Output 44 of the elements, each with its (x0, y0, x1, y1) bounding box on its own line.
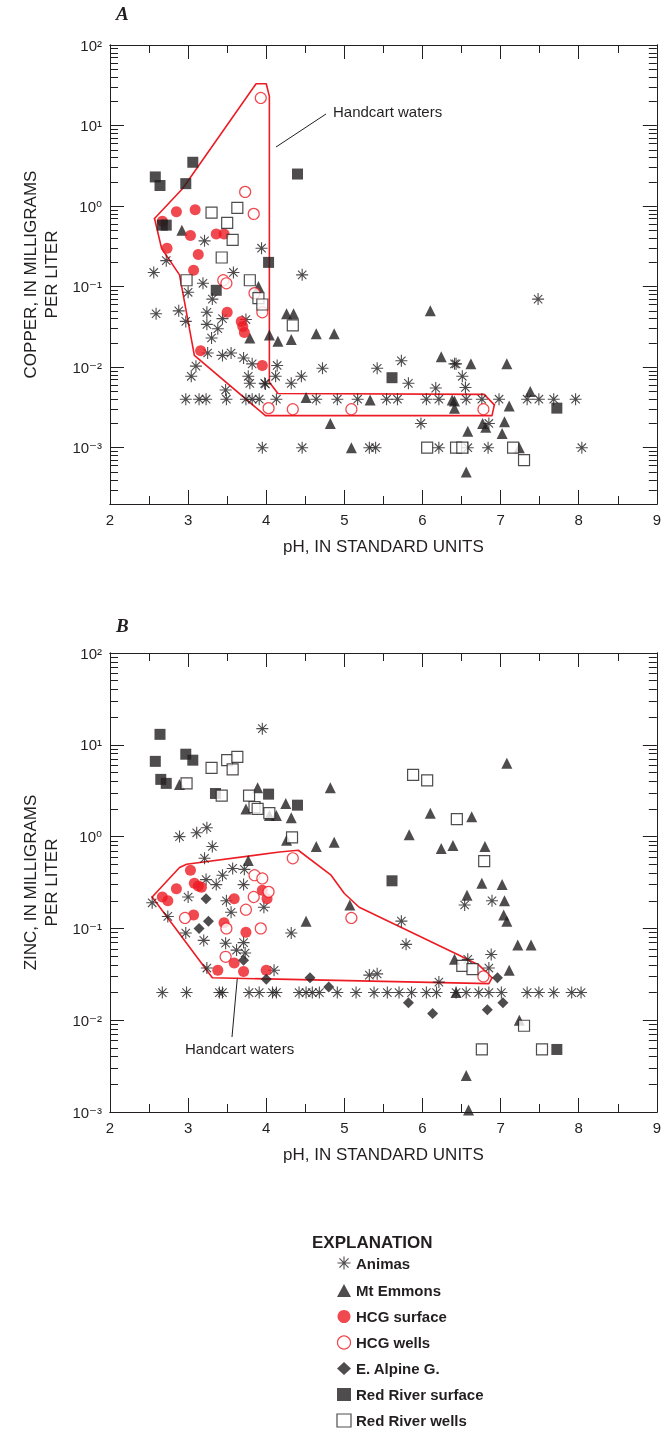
annotation: Handcart waters (185, 1040, 295, 1057)
x-tick-label: 7 (496, 1119, 505, 1136)
legend-label: E. Alpine G. (356, 1360, 440, 1377)
legend-label: Mt Emmons (356, 1282, 442, 1299)
annotation: Handcart waters (333, 103, 443, 120)
x-tick-label: 7 (496, 511, 505, 528)
x-tick-label: 5 (340, 511, 349, 528)
chart-title: A (115, 3, 129, 24)
x-axis-title: pH, IN STANDARD UNITS (282, 1145, 484, 1164)
y-tick-label: 10⁰ (79, 197, 102, 215)
y-tick-label: 10⁻³ (72, 1103, 102, 1121)
y-tick-label: 10⁻¹ (72, 919, 102, 937)
legend-label: HCG wells (356, 1334, 431, 1351)
legend-label: Red River surface (356, 1386, 484, 1403)
legend-label: Animas (356, 1254, 411, 1272)
x-tick-label: 3 (183, 1119, 193, 1136)
x-tick-label: 3 (183, 511, 193, 528)
y-tick-label: 10¹ (80, 117, 102, 135)
legend-title: EXPLANATION (312, 1233, 433, 1252)
x-tick-label: 2 (105, 1119, 115, 1136)
x-tick-label: 9 (652, 1119, 661, 1136)
y-tick-label: 10⁻² (72, 1011, 102, 1029)
y-tick-label: 10⁻³ (72, 439, 102, 457)
y-tick-label: 10² (80, 36, 102, 54)
y-tick-label: 10¹ (80, 736, 102, 754)
x-tick-label: 5 (340, 1119, 349, 1136)
x-tick-label: 4 (262, 1119, 271, 1136)
x-axis-title: pH, IN STANDARD UNITS (282, 537, 484, 556)
y-tick-label: 10⁰ (79, 828, 102, 846)
y-tick-label: 10⁻² (72, 358, 102, 376)
y-tick-label: 10² (80, 644, 102, 662)
y-axis-title: ZINC, IN MILLIGRAMS PER LITER (20, 794, 61, 971)
y-tick-label: 10⁻¹ (72, 278, 102, 296)
x-tick-label: 6 (418, 511, 427, 528)
y-axis-title: COPPER, IN MILLIGRAMS PER LITER (20, 170, 61, 379)
x-tick-label: 9 (652, 511, 661, 528)
x-tick-label: 2 (105, 511, 115, 528)
chart-title: B (115, 615, 129, 636)
x-tick-label: 4 (262, 511, 271, 528)
legend-label: Red River wells (356, 1412, 467, 1429)
x-tick-label: 8 (574, 511, 583, 528)
legend-label: HCG surface (356, 1308, 447, 1325)
x-tick-label: 8 (574, 1119, 583, 1136)
x-tick-label: 6 (418, 1119, 427, 1136)
